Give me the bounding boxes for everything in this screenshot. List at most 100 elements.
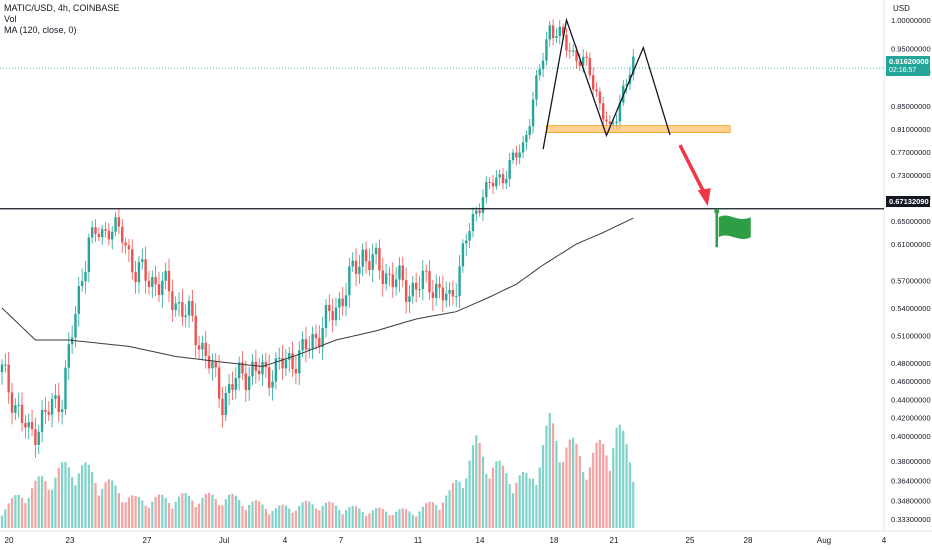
candle-body[interactable] xyxy=(498,174,501,178)
candle-body[interactable] xyxy=(374,247,378,255)
candle-body[interactable] xyxy=(14,405,17,413)
candle-body[interactable] xyxy=(408,296,411,302)
candle-body[interactable] xyxy=(348,266,351,296)
candle-body[interactable] xyxy=(67,344,70,368)
candle-body[interactable] xyxy=(237,362,241,379)
candle-body[interactable] xyxy=(217,367,221,399)
candle-body[interactable] xyxy=(495,177,498,187)
candle-body[interactable] xyxy=(578,60,582,66)
candle-body[interactable] xyxy=(271,381,274,388)
candle-body[interactable] xyxy=(618,102,622,122)
candle-body[interactable] xyxy=(595,89,598,92)
candle-body[interactable] xyxy=(268,367,271,388)
candle-body[interactable] xyxy=(411,282,415,297)
candle-body[interactable] xyxy=(24,423,27,428)
candle-body[interactable] xyxy=(485,182,488,198)
candle-body[interactable] xyxy=(54,395,57,399)
candle-body[interactable] xyxy=(548,25,551,40)
candle-body[interactable] xyxy=(107,230,111,240)
candle-body[interactable] xyxy=(257,370,261,375)
candle-body[interactable] xyxy=(231,384,234,390)
candle-body[interactable] xyxy=(321,328,324,348)
candle-body[interactable] xyxy=(538,69,541,76)
candle-body[interactable] xyxy=(404,280,408,302)
candle-body[interactable] xyxy=(351,260,354,267)
ma-legend[interactable]: MA (120, close, 0) xyxy=(4,25,77,35)
candle-body[interactable] xyxy=(465,240,468,244)
candle-body[interactable] xyxy=(388,273,391,275)
candle-body[interactable] xyxy=(625,84,628,86)
candle-body[interactable] xyxy=(77,286,81,314)
candle-body[interactable] xyxy=(421,270,425,290)
support-zone[interactable] xyxy=(546,125,731,133)
candle-body[interactable] xyxy=(224,392,227,416)
candle-body[interactable] xyxy=(50,398,54,415)
candle-body[interactable] xyxy=(448,289,451,294)
candle-body[interactable] xyxy=(161,280,164,295)
candle-body[interactable] xyxy=(194,315,197,346)
candle-body[interactable] xyxy=(428,271,431,293)
candle-body[interactable] xyxy=(445,293,448,301)
candle-body[interactable] xyxy=(468,231,471,241)
candle-body[interactable] xyxy=(435,283,438,298)
candle-body[interactable] xyxy=(30,422,34,430)
candle-body[interactable] xyxy=(104,229,107,231)
candle-body[interactable] xyxy=(284,359,288,369)
candle-body[interactable] xyxy=(381,270,384,285)
candle-body[interactable] xyxy=(191,300,194,316)
candle-body[interactable] xyxy=(451,289,455,297)
candle-body[interactable] xyxy=(314,333,318,339)
candle-body[interactable] xyxy=(602,103,605,120)
candle-body[interactable] xyxy=(154,277,157,285)
candle-body[interactable] xyxy=(234,378,237,390)
candle-body[interactable] xyxy=(575,50,578,61)
candle-body[interactable] xyxy=(121,226,124,243)
candle-body[interactable] xyxy=(455,296,458,298)
candle-body[interactable] xyxy=(20,404,24,424)
candle-body[interactable] xyxy=(632,56,635,75)
candle-body[interactable] xyxy=(541,60,545,70)
candle-body[interactable] xyxy=(391,274,394,287)
candle-body[interactable] xyxy=(17,404,20,406)
candle-body[interactable] xyxy=(501,174,505,184)
candle-body[interactable] xyxy=(244,373,248,391)
candle-body[interactable] xyxy=(571,50,575,52)
candle-body[interactable] xyxy=(44,409,47,412)
candle-body[interactable] xyxy=(565,34,568,51)
candle-body[interactable] xyxy=(27,422,30,428)
symbol-title[interactable]: MATIC/USD, 4h, COINBASE xyxy=(4,3,120,13)
candle-body[interactable] xyxy=(157,284,161,295)
candle-body[interactable] xyxy=(111,231,114,240)
candle-body[interactable] xyxy=(361,249,364,267)
candle-body[interactable] xyxy=(0,364,4,372)
candle-body[interactable] xyxy=(134,272,137,283)
candle-body[interactable] xyxy=(605,119,608,122)
candle-body[interactable] xyxy=(581,56,585,66)
candle-body[interactable] xyxy=(311,333,314,349)
candle-body[interactable] xyxy=(187,300,191,316)
candle-body[interactable] xyxy=(64,367,67,410)
candle-body[interactable] xyxy=(458,266,461,297)
candle-body[interactable] xyxy=(364,249,368,262)
candle-body[interactable] xyxy=(177,302,181,304)
candle-body[interactable] xyxy=(80,281,84,287)
candle-body[interactable] xyxy=(131,249,134,273)
candle-body[interactable] xyxy=(47,411,50,415)
candle-body[interactable] xyxy=(528,126,531,135)
candle-body[interactable] xyxy=(221,398,224,416)
double-top-pattern[interactable] xyxy=(542,17,671,150)
candle-body[interactable] xyxy=(331,311,334,321)
candle-body[interactable] xyxy=(197,345,201,350)
candle-body[interactable] xyxy=(368,261,371,270)
candle-body[interactable] xyxy=(204,342,207,357)
candle-body[interactable] xyxy=(288,353,291,360)
candle-body[interactable] xyxy=(588,58,592,76)
candle-body[interactable] xyxy=(304,339,308,350)
candle-body[interactable] xyxy=(338,298,341,308)
candle-body[interactable] xyxy=(117,217,121,227)
candle-body[interactable] xyxy=(4,364,7,366)
candle-body[interactable] xyxy=(608,121,612,124)
candle-body[interactable] xyxy=(167,270,171,292)
candle-body[interactable] xyxy=(334,307,338,321)
